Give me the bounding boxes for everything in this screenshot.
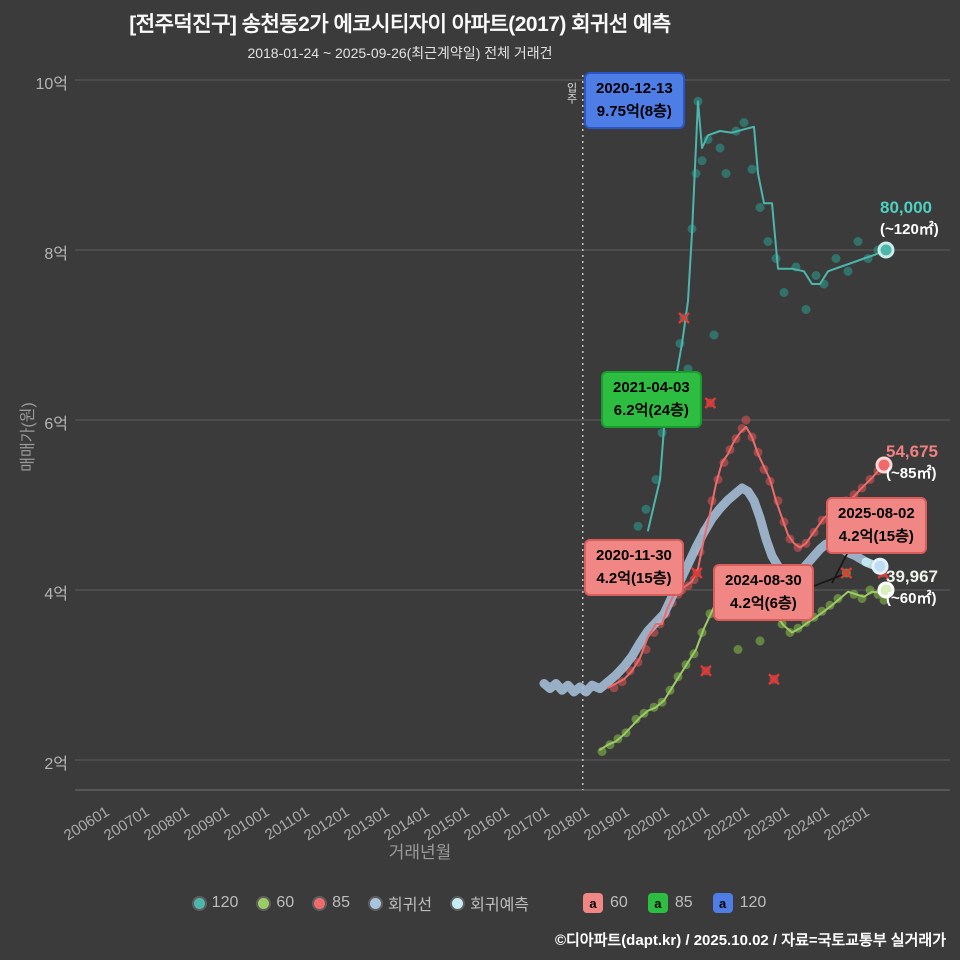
annotation-connector [813, 574, 843, 587]
legend-dot-icon [193, 897, 205, 909]
anchor-x-marker [678, 312, 690, 324]
legend-label: 회귀선 [387, 897, 433, 914]
legend-label: 120 [739, 894, 767, 911]
scatter-point-120 [739, 118, 749, 127]
scatter-point-120 [657, 428, 667, 438]
scatter-point-120 [721, 169, 731, 178]
end-label-120: 80,000 (~120㎡) [880, 197, 939, 240]
annotation-120-peak: 2020-12-13 9.75억(8층) [584, 72, 685, 129]
annotation-date: 2024-08-30 [725, 572, 802, 589]
scatter-point-60 [785, 628, 795, 637]
scatter-point-120 [691, 169, 701, 178]
scatter-point-120 [747, 164, 757, 174]
series-line-회귀선 [539, 483, 871, 697]
scatter-point-120 [641, 504, 651, 514]
annotation-price: 4.2억(15층) [838, 527, 914, 545]
legend-item-120[interactable]: 120 [193, 894, 239, 912]
annotation-date: 2025-08-02 [838, 505, 915, 522]
legend-anchor-60[interactable]: a 60 [583, 893, 628, 913]
legend-label: 120 [211, 894, 239, 911]
legend-anchor-120[interactable]: a 120 [712, 893, 767, 913]
legend-dot-icon [258, 897, 270, 909]
annotation-price: 4.2억(15층) [596, 569, 672, 587]
end-marker-120-last [877, 241, 895, 259]
legend-label: 85 [674, 894, 693, 911]
legend-dot-icon [369, 897, 381, 909]
legend-item-85[interactable]: 85 [314, 894, 350, 912]
chart-header: [전주덕진구] 송천동2가 에코시티자이 아파트(2017) 회귀선 예측 20… [0, 8, 800, 63]
anchor-x-marker [704, 397, 717, 409]
scatter-point-60 [755, 636, 765, 646]
scatter-point-120 [633, 521, 643, 531]
legend-label: 85 [332, 894, 350, 911]
scatter-point-120 [779, 288, 789, 297]
scatter-point-60 [833, 594, 843, 603]
scatter-point-120 [755, 203, 765, 212]
end-unit-120: (~120㎡) [880, 220, 939, 238]
scatter-point-120 [843, 266, 853, 276]
annotation-date: 2020-12-13 [596, 80, 673, 97]
legend-dot-icon [314, 897, 326, 909]
annotation-60-2020: 2020-11-30 4.2억(15층) [584, 539, 684, 596]
scatter-point-120 [831, 254, 841, 263]
anchor-square-icon: a [583, 893, 604, 913]
annotation-60-2024: 2024-08-30 4.2억(6층) [713, 564, 814, 621]
end-value-85: 54,675 [886, 442, 938, 461]
scatter-point-85 [741, 415, 751, 425]
end-marker-prediction-last [871, 557, 889, 575]
anchor-square-icon: a [712, 893, 733, 913]
end-unit-60: (~60㎡) [886, 589, 937, 607]
scatter-point-120 [853, 237, 863, 246]
page-title: [전주덕진구] 송천동2가 에코시티자이 아파트(2017) 회귀선 예측 [129, 13, 671, 36]
move-in-label: 입주 [565, 82, 577, 104]
legend: 120 60 85 회귀선 회귀예측 a 60 a 85 a 120 [0, 891, 960, 915]
end-label-60: 39,967 (~60㎡) [886, 566, 938, 609]
end-marker-85-last [875, 456, 893, 474]
end-unit-85: (~85㎡) [886, 464, 937, 482]
annotation-price: 4.2억(6층) [729, 594, 797, 612]
scatter-point-120 [651, 475, 661, 484]
annotation-60-2025: 2025-08-02 4.2억(15층) [826, 497, 927, 554]
legend-label: 60 [610, 894, 628, 911]
scatter-point-60 [733, 645, 743, 654]
scatter-point-120 [715, 143, 725, 153]
legend-anchor-85[interactable]: a 85 [647, 893, 693, 913]
end-label-85: 54,675 (~85㎡) [886, 441, 938, 484]
scatter-point-120 [801, 305, 811, 314]
end-value-120: 80,000 [880, 198, 932, 217]
end-marker-60-last [877, 581, 895, 599]
legend-label: 회귀예측 [470, 897, 530, 914]
annotation-date: 2021-04-03 [613, 379, 690, 396]
legend-label: 60 [276, 894, 295, 911]
legend-item-회귀선[interactable]: 회귀선 [369, 891, 433, 915]
anchor-x-marker [690, 567, 703, 579]
anchor-x-marker [840, 567, 853, 579]
anchor-x-marker [768, 673, 780, 686]
anchor-x-marker [700, 664, 712, 677]
scatter-point-120 [709, 330, 719, 340]
credit-footer: ©디아파트(dapt.kr) / 2025.10.02 / 자료=국토교통부 실… [554, 932, 946, 949]
scatter-point-120 [697, 156, 707, 166]
scatter-point-120 [763, 237, 773, 246]
anchor-square-icon: a [647, 893, 668, 913]
annotation-85-peak: 2021-04-03 6.2억(24층) [601, 371, 702, 428]
x-axis-title: 거래년월 [388, 843, 452, 862]
scatter-point-60 [631, 714, 641, 724]
end-value-60: 39,967 [886, 567, 938, 586]
annotation-price: 6.2억(24층) [613, 401, 689, 419]
scatter-point-120 [811, 271, 821, 280]
legend-item-60[interactable]: 60 [258, 894, 294, 912]
legend-item-회귀예측[interactable]: 회귀예측 [452, 891, 529, 915]
scatter-point-85 [737, 424, 747, 433]
annotation-price: 9.75억(8층) [596, 102, 672, 120]
chart-subtitle: 2018-01-24 ~ 2025-09-26(최근계약일) 전체 거래건 [247, 45, 553, 61]
annotation-date: 2020-11-30 [596, 547, 672, 564]
legend-dot-icon [452, 897, 464, 909]
